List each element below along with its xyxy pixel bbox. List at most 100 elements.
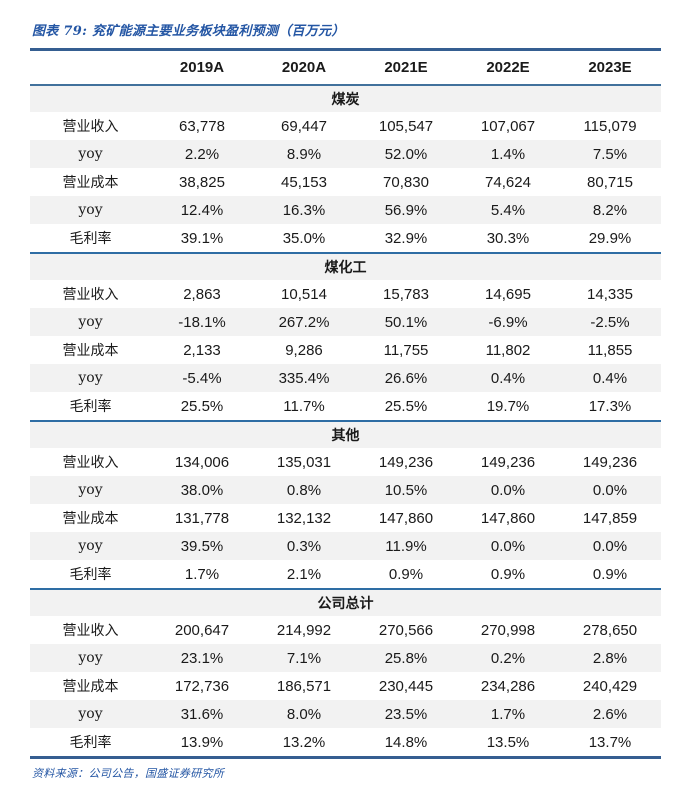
value-cell: 0.0% xyxy=(457,532,559,560)
figure-title: 图表 79: 兖矿能源主要业务板块盈利预测（百万元） xyxy=(32,24,345,39)
row-label: yoy xyxy=(30,476,151,504)
value-cell: 12.4% xyxy=(151,196,253,224)
value-cell: 240,429 xyxy=(559,672,661,700)
row-label: yoy xyxy=(30,364,151,392)
year-header: 2020A xyxy=(281,59,327,76)
value-cell: 230,445 xyxy=(355,672,457,700)
row-label: 毛利率 xyxy=(30,392,151,421)
forecast-table: 2019A 2020A 2021E 2022E 2023E 煤炭 营业收入 63,778 69… xyxy=(30,48,661,759)
value-cell: 23.1% xyxy=(151,644,253,672)
value-cell: 0.2% xyxy=(457,644,559,672)
value-cell: 0.0% xyxy=(457,476,559,504)
table-row: 营业收入 134,006 135,031 149,236 149,236 149,236 xyxy=(30,448,661,476)
value-cell: 7.5% xyxy=(559,140,661,168)
value-cell: 0.9% xyxy=(559,560,661,589)
table-row: 营业收入 63,778 69,447 105,547 107,067 115,079 xyxy=(30,112,661,140)
value-cell: 270,566 xyxy=(355,616,457,644)
value-cell: 25.5% xyxy=(355,392,457,421)
value-cell: 134,006 xyxy=(151,448,253,476)
value-cell: 56.9% xyxy=(355,196,457,224)
section-4: 公司总计 营业收入 200,647 214,992 270,566 270,998 278,… xyxy=(30,589,661,758)
value-cell: 17.3% xyxy=(559,392,661,421)
value-cell: 13.7% xyxy=(559,728,661,758)
value-cell: 19.7% xyxy=(457,392,559,421)
value-cell: 8.2% xyxy=(559,196,661,224)
value-cell: -5.4% xyxy=(151,364,253,392)
row-label: 毛利率 xyxy=(30,560,151,589)
value-cell: 11.7% xyxy=(253,392,355,421)
value-cell: 149,236 xyxy=(559,448,661,476)
section-header-row: 煤化工 xyxy=(30,253,661,280)
value-cell: 2,863 xyxy=(151,280,253,308)
value-cell: 14,335 xyxy=(559,280,661,308)
value-cell: -6.9% xyxy=(457,308,559,336)
value-cell: 115,079 xyxy=(559,112,661,140)
section-1: 煤炭 营业收入 63,778 69,447 105,547 107,067 115,079 y… xyxy=(30,85,661,253)
value-cell: 186,571 xyxy=(253,672,355,700)
row-label: yoy xyxy=(30,644,151,672)
section-title: 其他 xyxy=(30,421,661,448)
value-cell: 15,783 xyxy=(355,280,457,308)
source-note: 资料来源：公司公告，国盛证券研究所 xyxy=(32,767,225,780)
value-cell: 23.5% xyxy=(355,700,457,728)
value-cell: 2.8% xyxy=(559,644,661,672)
value-cell: 2.6% xyxy=(559,700,661,728)
value-cell: 234,286 xyxy=(457,672,559,700)
table-row: yoy 23.1% 7.1% 25.8% 0.2% 2.8% xyxy=(30,644,661,672)
value-cell: 149,236 xyxy=(457,448,559,476)
value-cell: 70,830 xyxy=(355,168,457,196)
value-cell: 1.7% xyxy=(151,560,253,589)
value-cell: 214,992 xyxy=(253,616,355,644)
value-cell: 105,547 xyxy=(355,112,457,140)
row-label: yoy xyxy=(30,532,151,560)
value-cell: 10,514 xyxy=(253,280,355,308)
value-cell: 1.4% xyxy=(457,140,559,168)
value-cell: 107,067 xyxy=(457,112,559,140)
value-cell: 14.8% xyxy=(355,728,457,758)
section-2: 煤化工 营业收入 2,863 10,514 15,783 14,695 14,335 yoy -… xyxy=(30,253,661,421)
row-label: yoy xyxy=(30,140,151,168)
table-row: yoy 38.0% 0.8% 10.5% 0.0% 0.0% xyxy=(30,476,661,504)
row-label: 营业收入 xyxy=(30,112,151,140)
value-cell: 45,153 xyxy=(253,168,355,196)
value-cell: 69,447 xyxy=(253,112,355,140)
value-cell: 0.9% xyxy=(457,560,559,589)
value-cell: 11.9% xyxy=(355,532,457,560)
table-header: 2019A 2020A 2021E 2022E 2023E xyxy=(30,49,661,85)
value-cell: 1.7% xyxy=(457,700,559,728)
value-cell: 80,715 xyxy=(559,168,661,196)
value-cell: 74,624 xyxy=(457,168,559,196)
value-cell: 31.6% xyxy=(151,700,253,728)
table-row: 毛利率 1.7% 2.1% 0.9% 0.9% 0.9% xyxy=(30,560,661,589)
section-title: 公司总计 xyxy=(30,589,661,616)
value-cell: 147,860 xyxy=(355,504,457,532)
table-row: yoy -18.1% 267.2% 50.1% -6.9% -2.5% xyxy=(30,308,661,336)
table-row: 营业收入 200,647 214,992 270,566 270,998 278,650 xyxy=(30,616,661,644)
value-cell: 131,778 xyxy=(151,504,253,532)
value-cell: 26.6% xyxy=(355,364,457,392)
value-cell: 147,859 xyxy=(559,504,661,532)
table-row: yoy -5.4% 335.4% 26.6% 0.4% 0.4% xyxy=(30,364,661,392)
value-cell: 50.1% xyxy=(355,308,457,336)
year-header: 2021E xyxy=(384,59,428,76)
value-cell: 8.9% xyxy=(253,140,355,168)
row-label: 营业成本 xyxy=(30,168,151,196)
value-cell: 147,860 xyxy=(457,504,559,532)
value-cell: 132,132 xyxy=(253,504,355,532)
value-cell: 0.4% xyxy=(457,364,559,392)
value-cell: 2,133 xyxy=(151,336,253,364)
row-label: yoy xyxy=(30,196,151,224)
table-row: 毛利率 39.1% 35.0% 32.9% 30.3% 29.9% xyxy=(30,224,661,253)
value-cell: 278,650 xyxy=(559,616,661,644)
value-cell: 10.5% xyxy=(355,476,457,504)
table-row: 营业成本 172,736 186,571 230,445 234,286 240,429 xyxy=(30,672,661,700)
year-header: 2019A xyxy=(179,59,225,76)
value-cell: 149,236 xyxy=(355,448,457,476)
value-cell: 200,647 xyxy=(151,616,253,644)
row-label: 营业成本 xyxy=(30,504,151,532)
value-cell: 14,695 xyxy=(457,280,559,308)
table-row: 营业成本 2,133 9,286 11,755 11,802 11,855 xyxy=(30,336,661,364)
table-row: yoy 39.5% 0.3% 11.9% 0.0% 0.0% xyxy=(30,532,661,560)
value-cell: 2.1% xyxy=(253,560,355,589)
